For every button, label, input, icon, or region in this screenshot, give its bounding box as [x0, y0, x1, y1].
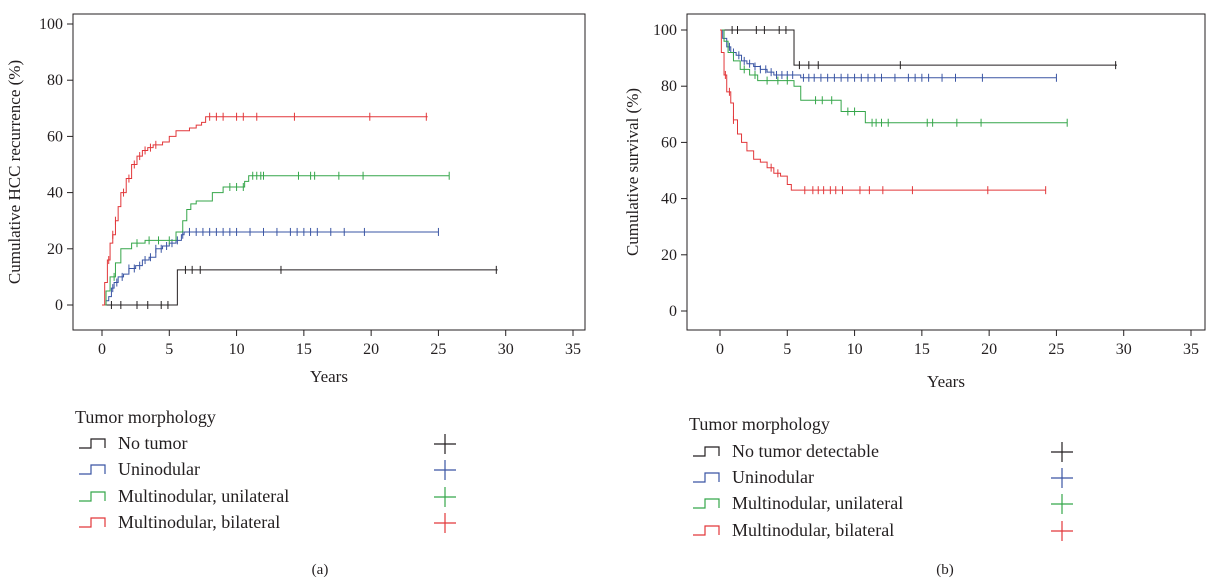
legend-entry-label: No tumor	[118, 433, 188, 453]
series-line-1	[720, 29, 1057, 79]
x-tick-label: 15	[296, 341, 312, 358]
legend-title: Tumor morphology	[75, 407, 216, 427]
x-tick-label: 5	[783, 341, 791, 358]
x-axis-label: Years	[310, 367, 348, 386]
legend-line-swatch-2	[79, 491, 106, 502]
x-tick-label: 30	[498, 341, 514, 358]
x-tick-label: 30	[1116, 341, 1132, 358]
x-tick-label: 10	[847, 341, 863, 358]
legend-entry-label: No tumor detectable	[732, 441, 879, 461]
legend-title: Tumor morphology	[689, 414, 830, 434]
x-tick-label: 35	[1183, 341, 1199, 358]
y-tick-label: 100	[39, 16, 63, 33]
x-tick-label: 0	[98, 341, 106, 358]
y-tick-label: 100	[653, 22, 677, 39]
legend-entry-label: Multinodular, bilateral	[732, 520, 894, 540]
x-axis-label: Years	[927, 372, 965, 391]
y-tick-label: 0	[669, 303, 677, 320]
y-axis-label: Cumulative HCC recurrence (%)	[5, 60, 24, 284]
legend-line-swatch-0	[693, 446, 720, 457]
legend-entry-label: Uninodular	[732, 467, 814, 487]
legend-line-swatch-0	[79, 438, 106, 449]
panel-label: (b)	[936, 562, 954, 578]
legend-line-swatch-2	[693, 498, 720, 509]
legend-line-swatch-1	[693, 472, 720, 483]
series-line-0	[102, 269, 498, 306]
y-tick-label: 60	[661, 134, 677, 151]
legend-line-swatch-3	[79, 517, 106, 528]
legend-entry-label: Multinodular, unilateral	[732, 493, 903, 513]
y-tick-label: 20	[47, 241, 63, 258]
series-line-2	[720, 29, 1068, 124]
legend-line-swatch-1	[79, 464, 106, 475]
x-tick-label: 35	[565, 341, 581, 358]
legend-entry-label: Multinodular, bilateral	[118, 512, 280, 532]
legend-line-swatch-3	[693, 525, 720, 536]
x-tick-label: 10	[229, 341, 245, 358]
x-tick-label: 25	[430, 341, 446, 358]
y-tick-label: 40	[661, 191, 677, 208]
series-line-0	[720, 29, 1117, 66]
x-tick-label: 15	[914, 341, 930, 358]
y-tick-label: 60	[47, 128, 63, 145]
y-tick-label: 80	[47, 72, 63, 89]
plot-frame-0	[72, 13, 586, 331]
x-tick-label: 0	[716, 341, 724, 358]
legend-entry-label: Uninodular	[118, 459, 200, 479]
y-tick-label: 40	[47, 185, 63, 202]
series-line-3	[720, 29, 1046, 191]
x-tick-label: 5	[165, 341, 173, 358]
x-tick-label: 20	[981, 341, 997, 358]
series-line-1	[102, 231, 439, 306]
x-tick-label: 20	[363, 341, 379, 358]
y-tick-label: 20	[661, 247, 677, 264]
series-line-2	[102, 175, 450, 306]
x-tick-label: 25	[1048, 341, 1064, 358]
panel-label: (a)	[312, 562, 329, 578]
plot-frame-1	[686, 13, 1206, 331]
legend-entry-label: Multinodular, unilateral	[118, 486, 289, 506]
y-tick-label: 80	[661, 78, 677, 95]
y-axis-label: Cumulative survival (%)	[623, 88, 642, 256]
y-tick-label: 0	[55, 297, 63, 314]
